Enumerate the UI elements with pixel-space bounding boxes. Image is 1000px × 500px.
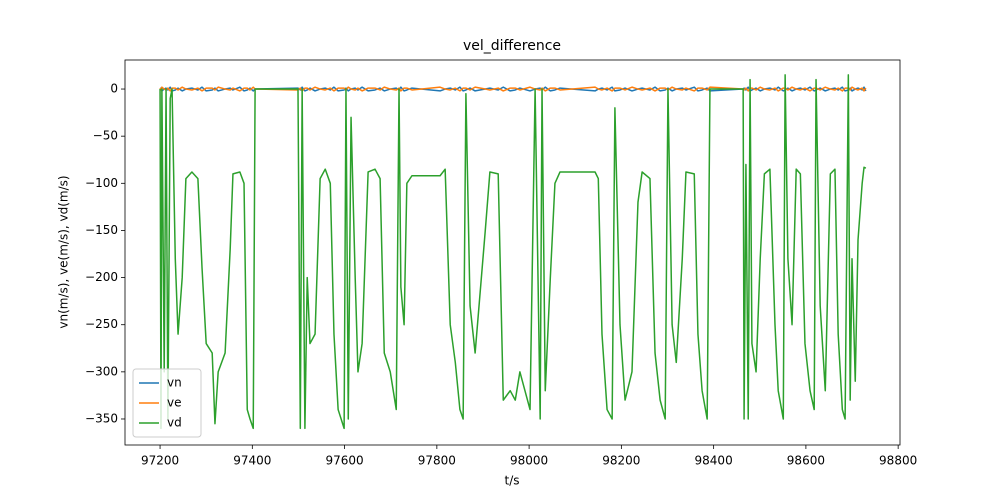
legend-label: vn: [167, 376, 182, 390]
legend-label: vd: [167, 416, 182, 430]
x-tick-label: 97400: [233, 454, 271, 468]
x-tick-label: 98000: [510, 454, 548, 468]
line-series: [159, 74, 867, 430]
x-tick-label: 97800: [418, 454, 456, 468]
x-tick-label: 98200: [602, 454, 640, 468]
y-tick-label: −50: [93, 129, 118, 143]
x-tick-label: 97600: [325, 454, 363, 468]
x-tick-label: 98400: [695, 454, 733, 468]
line-series: [159, 86, 867, 92]
line-series: [159, 86, 867, 92]
x-axis-label: t/s: [505, 474, 520, 488]
y-tick-label: −350: [85, 411, 118, 425]
y-tick-label: −300: [85, 364, 118, 378]
y-tick-label: −200: [85, 270, 118, 284]
x-tick-label: 98800: [879, 454, 917, 468]
y-tick-label: −150: [85, 223, 118, 237]
y-tick-label: −100: [85, 176, 118, 190]
chart-title: vel_difference: [463, 38, 561, 54]
plot-frame: [124, 59, 901, 446]
legend-label: ve: [167, 396, 181, 410]
y-tick-label: 0: [110, 82, 118, 96]
y-axis-label: vn(m/s), ve(m/s), vd(m/s): [57, 175, 71, 328]
legend-box: [132, 368, 202, 438]
y-tick-label: −250: [85, 317, 118, 331]
x-tick-label: 97200: [141, 454, 179, 468]
x-tick-label: 98600: [787, 454, 825, 468]
